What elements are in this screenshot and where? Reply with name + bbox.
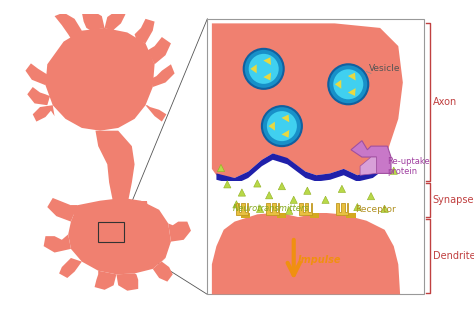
Polygon shape xyxy=(268,122,275,131)
Polygon shape xyxy=(322,196,329,203)
Text: Synapse: Synapse xyxy=(433,195,474,205)
Polygon shape xyxy=(348,73,356,80)
Polygon shape xyxy=(168,222,191,242)
Polygon shape xyxy=(250,64,257,73)
Polygon shape xyxy=(264,57,271,65)
Polygon shape xyxy=(153,258,173,282)
Polygon shape xyxy=(224,181,231,188)
Polygon shape xyxy=(265,192,273,199)
Circle shape xyxy=(267,111,297,141)
Polygon shape xyxy=(59,258,82,278)
Polygon shape xyxy=(354,203,361,211)
Bar xyxy=(277,213,286,218)
Polygon shape xyxy=(381,205,388,213)
Polygon shape xyxy=(26,63,50,85)
Polygon shape xyxy=(335,80,341,89)
Polygon shape xyxy=(27,87,50,105)
Text: Dendrite: Dendrite xyxy=(433,251,474,261)
Polygon shape xyxy=(290,196,297,203)
Polygon shape xyxy=(367,192,374,200)
Polygon shape xyxy=(82,10,105,31)
Bar xyxy=(212,181,415,213)
Circle shape xyxy=(328,64,368,104)
Polygon shape xyxy=(153,64,174,87)
Polygon shape xyxy=(46,28,155,131)
Polygon shape xyxy=(266,203,279,215)
Polygon shape xyxy=(68,198,171,274)
Polygon shape xyxy=(33,105,55,122)
Polygon shape xyxy=(55,13,82,42)
Polygon shape xyxy=(212,23,403,178)
Polygon shape xyxy=(360,157,376,175)
Polygon shape xyxy=(95,131,135,205)
Bar xyxy=(310,213,319,218)
Polygon shape xyxy=(282,115,289,122)
Polygon shape xyxy=(254,180,261,187)
Bar xyxy=(241,213,250,218)
Polygon shape xyxy=(338,185,346,192)
Polygon shape xyxy=(236,203,248,215)
Circle shape xyxy=(249,54,279,84)
Polygon shape xyxy=(304,187,311,194)
Polygon shape xyxy=(264,73,271,80)
Polygon shape xyxy=(233,201,240,208)
Polygon shape xyxy=(71,205,80,216)
Circle shape xyxy=(333,69,363,99)
Polygon shape xyxy=(282,130,289,138)
Polygon shape xyxy=(217,164,225,172)
Text: Receptor: Receptor xyxy=(355,205,395,214)
Polygon shape xyxy=(117,273,138,291)
Text: Axon: Axon xyxy=(433,97,457,107)
Bar xyxy=(346,213,356,218)
Polygon shape xyxy=(146,105,166,122)
Bar xyxy=(98,222,124,242)
Polygon shape xyxy=(351,141,391,174)
Polygon shape xyxy=(95,271,117,290)
Text: Neurotransmitters: Neurotransmitters xyxy=(233,204,310,213)
Polygon shape xyxy=(212,213,400,294)
Bar xyxy=(207,19,424,294)
Circle shape xyxy=(262,106,302,146)
Polygon shape xyxy=(336,203,348,215)
Polygon shape xyxy=(238,189,246,196)
Text: Impulse: Impulse xyxy=(298,255,342,265)
Polygon shape xyxy=(141,201,148,210)
Polygon shape xyxy=(348,88,356,96)
Polygon shape xyxy=(278,182,285,190)
Text: Vesicle: Vesicle xyxy=(369,64,401,73)
Polygon shape xyxy=(217,153,387,184)
Polygon shape xyxy=(47,198,77,222)
Polygon shape xyxy=(105,11,126,32)
Polygon shape xyxy=(135,19,155,43)
Polygon shape xyxy=(256,205,264,213)
Polygon shape xyxy=(285,207,293,214)
Text: Re-uptake
protein: Re-uptake protein xyxy=(387,157,430,176)
Polygon shape xyxy=(299,203,312,215)
Circle shape xyxy=(244,49,284,89)
Polygon shape xyxy=(390,167,397,174)
Polygon shape xyxy=(147,37,171,64)
Polygon shape xyxy=(44,234,71,253)
